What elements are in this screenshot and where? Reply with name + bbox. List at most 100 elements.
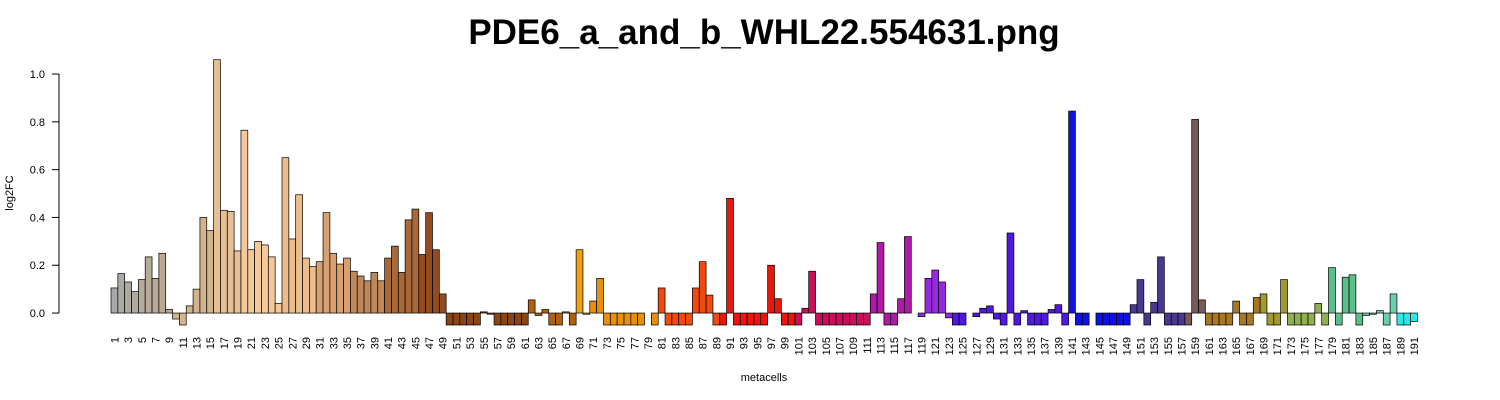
bar — [1047, 309, 1056, 314]
x-tick-label: 93 — [739, 337, 751, 349]
bar — [1369, 312, 1377, 315]
bar — [1403, 312, 1411, 326]
bar — [452, 312, 461, 326]
bar — [1239, 312, 1247, 326]
bar — [787, 312, 796, 326]
bar — [336, 263, 344, 314]
bar — [842, 312, 851, 326]
x-tick-label: 29 — [301, 337, 313, 349]
x-tick-label: 153 — [1149, 337, 1161, 355]
x-tick-label: 9 — [164, 337, 176, 343]
y-tick-label: 0.6 — [30, 165, 45, 177]
bar — [1177, 312, 1186, 326]
x-tick-label: 33 — [328, 337, 340, 349]
bar — [657, 287, 666, 314]
bar — [1027, 312, 1035, 326]
x-tick-label: 39 — [369, 337, 381, 349]
bar — [616, 312, 625, 326]
bar — [733, 312, 741, 326]
x-tick-label: 165 — [1231, 337, 1243, 355]
bar — [637, 312, 645, 326]
y-tick-label: 0.4 — [30, 212, 45, 224]
x-tick-label: 185 — [1368, 337, 1380, 355]
bar — [240, 129, 249, 314]
bar — [1259, 293, 1268, 314]
x-tick-label: 163 — [1218, 337, 1230, 355]
bar — [1348, 274, 1357, 314]
x-tick-label: 63 — [534, 337, 546, 349]
bar — [726, 197, 734, 314]
bar — [1246, 312, 1254, 326]
bar — [1300, 312, 1309, 326]
bar — [951, 312, 960, 326]
bar — [1150, 301, 1158, 314]
bar — [172, 312, 180, 320]
x-tick-label: 145 — [1094, 337, 1106, 355]
x-tick-label: 61 — [520, 337, 532, 349]
x-tick-label: 121 — [930, 337, 942, 355]
bar — [924, 278, 933, 314]
bar — [418, 254, 426, 314]
bar — [192, 288, 201, 314]
x-tick-label: 1 — [109, 337, 121, 343]
bar — [233, 250, 242, 314]
bar — [1006, 232, 1015, 314]
bar — [801, 307, 810, 314]
chart-title: PDE6_a_and_b_WHL22.554631.png — [468, 13, 1059, 52]
x-tick-label: 169 — [1259, 337, 1271, 355]
bar — [883, 312, 892, 326]
bar — [739, 312, 748, 326]
bar — [931, 269, 939, 314]
bar — [459, 312, 468, 326]
bar — [220, 209, 228, 314]
bar — [1075, 312, 1083, 326]
bar — [986, 305, 994, 314]
bar — [1136, 279, 1145, 314]
bar — [432, 249, 440, 314]
bar — [1252, 297, 1261, 314]
bar — [575, 249, 584, 314]
bar — [938, 281, 946, 314]
x-tick-label: 135 — [1026, 337, 1038, 355]
bar — [945, 312, 953, 319]
bar — [876, 242, 885, 314]
x-tick-label: 117 — [903, 337, 915, 355]
x-tick-label: 21 — [246, 337, 258, 349]
bar — [869, 293, 878, 314]
x-tick-label: 187 — [1382, 337, 1394, 355]
bar — [226, 211, 235, 314]
bar — [158, 252, 167, 314]
bar — [678, 312, 686, 326]
x-tick-label: 43 — [397, 337, 409, 349]
bar — [322, 212, 331, 314]
x-tick-label: 133 — [1012, 337, 1024, 355]
bar — [144, 256, 153, 314]
bar — [890, 312, 898, 326]
x-tick-label: 59 — [506, 337, 518, 349]
bar — [582, 312, 591, 315]
bar — [1321, 312, 1329, 326]
bar — [527, 299, 536, 314]
x-tick-label: 113 — [876, 337, 888, 355]
bar — [384, 257, 392, 314]
bar — [664, 312, 673, 326]
bar — [350, 270, 358, 314]
bar — [1307, 312, 1316, 326]
x-tick-label: 49 — [438, 337, 450, 349]
bar — [514, 312, 522, 326]
bar — [904, 236, 912, 314]
bar — [808, 270, 816, 314]
x-tick-label: 91 — [725, 337, 737, 349]
bar — [698, 261, 707, 314]
x-tick-label: 75 — [616, 337, 628, 349]
bar — [1095, 312, 1104, 326]
bar — [206, 230, 214, 314]
bar — [1362, 312, 1370, 316]
bar — [692, 287, 700, 314]
x-tick-label: 175 — [1300, 337, 1312, 355]
bar — [774, 298, 782, 314]
bar — [1266, 312, 1275, 326]
bar — [1328, 267, 1336, 314]
bar — [1198, 299, 1206, 314]
x-tick-label: 45 — [410, 337, 422, 349]
